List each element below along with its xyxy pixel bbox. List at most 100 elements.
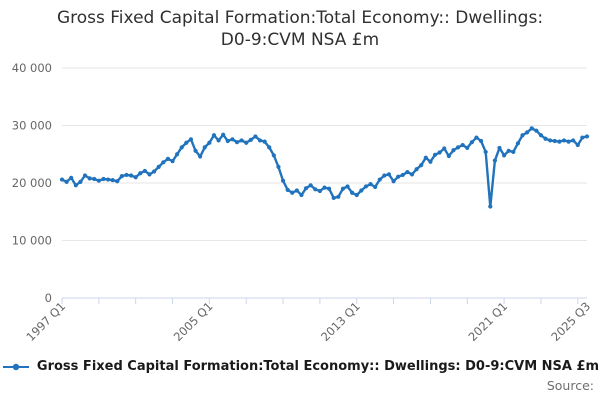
- data-point: [340, 186, 346, 191]
- data-point: [147, 172, 152, 177]
- data-point: [124, 172, 129, 178]
- y-tick-label: 30 000: [12, 119, 52, 133]
- data-point: [377, 177, 382, 182]
- data-point: [184, 140, 189, 145]
- data-point: [234, 140, 240, 145]
- data-point: [391, 179, 396, 184]
- data-point: [336, 194, 341, 199]
- data-point: [373, 184, 378, 190]
- data-point: [280, 178, 286, 183]
- data-point: [87, 176, 92, 181]
- data-point: [345, 184, 350, 189]
- data-point: [299, 192, 304, 198]
- chart-title: Gross Fixed Capital Formation:Total Econ…: [0, 7, 600, 52]
- data-point: [382, 173, 387, 178]
- data-point: [308, 183, 313, 188]
- data-point: [538, 133, 544, 138]
- data-point: [198, 154, 203, 159]
- data-point: [363, 184, 369, 189]
- data-point: [78, 179, 83, 184]
- data-point: [138, 171, 143, 176]
- data-point: [460, 142, 465, 148]
- data-point: [350, 190, 355, 195]
- x-axis-labels: 1997 Q1 2005 Q1 2013 Q1 2021 Q1 2025 Q3: [23, 299, 593, 344]
- legend-item[interactable]: Gross Fixed Capital Formation:Total Econ…: [1, 359, 599, 374]
- data-point: [327, 186, 332, 191]
- data-point: [82, 173, 88, 178]
- y-gridlines: [62, 67, 587, 241]
- data-point: [557, 139, 562, 144]
- data-point: [534, 128, 539, 133]
- data-point: [506, 148, 511, 153]
- data-point: [368, 182, 373, 187]
- data-point: [575, 142, 580, 148]
- y-tick-label: 0: [45, 291, 52, 305]
- data-point: [248, 137, 253, 142]
- data-point: [414, 167, 419, 172]
- data-point: [488, 204, 493, 209]
- data-point: [165, 156, 171, 161]
- chart-title-line-2: D0-9:CVM NSA £m: [220, 30, 380, 51]
- data-point: [584, 134, 590, 139]
- data-point: [69, 175, 74, 180]
- y-tick-label: 10 000: [12, 234, 52, 248]
- data-point: [566, 139, 571, 144]
- data-point: [386, 172, 392, 177]
- data-point: [455, 145, 461, 150]
- y-axis-labels: 0 10 000 20 000 30 000 40 000: [12, 61, 52, 305]
- data-point: [423, 155, 428, 160]
- data-point: [253, 134, 258, 139]
- data-point: [92, 176, 97, 182]
- x-tick-label: 2005 Q1: [171, 299, 216, 344]
- data-point: [285, 187, 290, 192]
- data-point: [483, 149, 488, 155]
- data-point: [267, 145, 272, 150]
- data-point: [294, 188, 299, 193]
- data-point: [561, 138, 567, 143]
- data-point: [221, 132, 226, 137]
- data-point: [492, 158, 497, 163]
- data-point: [59, 177, 65, 182]
- data-point: [525, 130, 530, 135]
- data-point: [262, 139, 267, 144]
- data-point: [119, 174, 124, 179]
- data-point: [64, 179, 69, 184]
- data-point: [322, 185, 327, 190]
- x-axis-ticks: [61, 298, 579, 304]
- data-point: [175, 152, 180, 157]
- data-point: [451, 148, 456, 153]
- data-point: [331, 195, 336, 201]
- data-point: [419, 163, 424, 168]
- data-point: [303, 186, 309, 191]
- series-markers: [59, 126, 590, 209]
- source-label: Source:: [546, 378, 594, 393]
- data-point: [230, 137, 235, 142]
- data-point: [290, 190, 295, 195]
- data-point: [216, 138, 221, 143]
- data-point: [400, 172, 405, 178]
- data-point: [520, 133, 525, 138]
- data-point: [465, 145, 470, 151]
- legend-item-label: Gross Fixed Capital Formation:Total Econ…: [36, 359, 600, 374]
- data-point: [179, 145, 184, 150]
- data-point: [211, 133, 217, 138]
- data-point: [428, 159, 433, 164]
- data-point: [271, 153, 276, 158]
- data-point: [497, 145, 502, 151]
- data-point: [96, 178, 101, 183]
- data-point: [202, 145, 207, 150]
- data-point: [276, 164, 281, 169]
- y-tick-label: 40 000: [12, 61, 52, 75]
- data-point: [446, 153, 451, 159]
- series-line: [60, 127, 589, 208]
- data-point: [170, 159, 175, 164]
- data-point: [354, 192, 359, 198]
- data-point: [105, 177, 111, 182]
- data-point: [239, 138, 244, 143]
- data-point: [313, 187, 318, 192]
- data-point: [502, 153, 507, 158]
- data-point: [244, 140, 249, 145]
- data-point: [409, 172, 415, 177]
